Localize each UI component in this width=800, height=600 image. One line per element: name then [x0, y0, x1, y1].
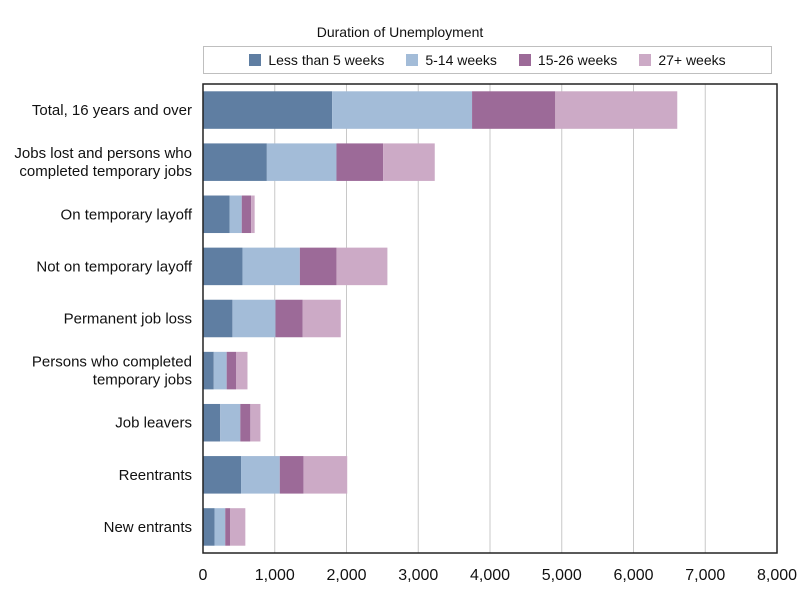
legend-item: Less than 5 weeks: [249, 52, 384, 68]
bar-segment: [213, 351, 227, 390]
category-label: Not on temporary layoff: [36, 258, 192, 275]
bar-segment: [555, 91, 678, 129]
category-label: Total, 16 years and over: [32, 102, 192, 119]
category-labels: Total, 16 years and over Jobs lost and pe…: [14, 102, 192, 536]
bar-segment: [203, 195, 230, 234]
category-label: Jobs lost and persons who completed tempo…: [14, 145, 192, 180]
bar-segment: [203, 299, 233, 338]
category-label: On temporary layoff: [61, 206, 193, 223]
bar-segment: [203, 351, 214, 390]
legend-swatch: [639, 54, 652, 66]
bars: [203, 91, 678, 546]
bar-segment: [226, 351, 237, 390]
legend-swatch: [518, 54, 531, 66]
bar-segment: [383, 143, 435, 181]
category-label: Persons who completed temporary jobs: [32, 354, 192, 389]
category-label: New entrants: [104, 519, 192, 536]
bar-segment: [250, 403, 261, 442]
x-axis-ticks: 0 1,000 2,000 3,000 4,000 5,000 6,000 7,000 8,00…: [199, 567, 798, 584]
x-tick-label: 5,000: [542, 567, 582, 584]
category-label: Permanent job loss: [64, 311, 192, 328]
x-tick-label: 0: [199, 567, 208, 584]
bar-segment: [279, 456, 304, 494]
x-tick-label: 8,000: [757, 567, 797, 584]
bar-segment: [232, 299, 276, 338]
x-tick-label: 1,000: [255, 567, 295, 584]
bar-segment: [230, 508, 246, 546]
bar-segment: [472, 91, 556, 129]
bar-segment: [203, 403, 221, 442]
bar-segment: [332, 91, 473, 129]
legend-label: 15-26 weeks: [537, 52, 618, 68]
bar-segment: [203, 91, 333, 129]
legend-item: 5-14 weeks: [406, 52, 497, 68]
bar-segment: [203, 456, 242, 494]
category-label: Job leavers: [115, 415, 192, 432]
bar-segment: [336, 143, 384, 181]
x-tick-label: 3,000: [398, 567, 438, 584]
bar-segment: [302, 299, 341, 338]
legend-title: Duration of Unemployment: [316, 24, 484, 40]
bar-segment: [203, 143, 267, 181]
bar-segment: [203, 508, 215, 546]
bar-segment: [229, 195, 242, 234]
bar-segment: [299, 247, 337, 286]
legend-swatch: [406, 54, 419, 66]
x-tick-label: 2,000: [326, 567, 366, 584]
category-label: Reentrants: [119, 467, 192, 484]
legend-label: 5-14 weeks: [425, 52, 497, 68]
legend: Less than 5 weeks 5-14 weeks 15-26 weeks 27…: [203, 46, 772, 74]
plot-frame: [202, 83, 778, 554]
bar-segment: [214, 508, 226, 546]
bar-segment: [251, 195, 255, 234]
legend-label: 27+ weeks: [658, 52, 726, 68]
bar-segment: [241, 456, 280, 494]
legend-label: Less than 5 weeks: [268, 52, 385, 68]
bar-segment: [266, 143, 337, 181]
bar-segment: [303, 456, 348, 494]
x-tick-label: 6,000: [613, 567, 653, 584]
x-tick-label: 7,000: [685, 567, 725, 584]
bar-segment: [240, 403, 251, 442]
x-tick-label: 4,000: [470, 567, 510, 584]
legend-swatch: [249, 54, 262, 66]
bar-segment: [241, 195, 252, 234]
bar-segment: [220, 403, 241, 442]
bar-segment: [225, 508, 231, 546]
legend-item: 27+ weeks: [639, 52, 726, 68]
bar-segment: [242, 247, 300, 286]
bar-segment: [203, 247, 243, 286]
bar-segment: [275, 299, 303, 338]
legend-item: 15-26 weeks: [518, 52, 618, 68]
bar-segment: [336, 247, 388, 286]
bar-segment: [236, 351, 248, 390]
